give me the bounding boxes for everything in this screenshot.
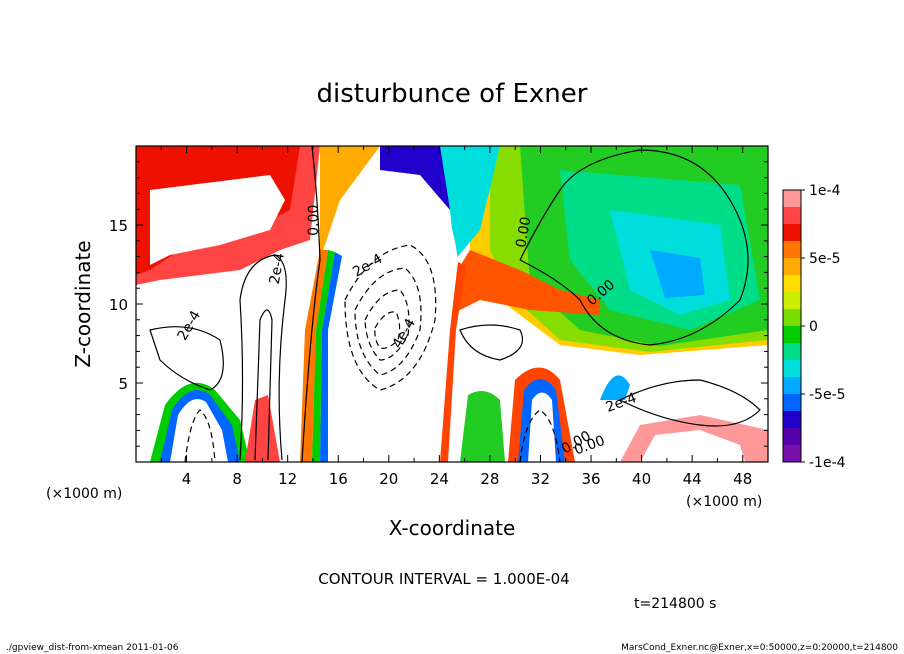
x-tick-label: 48 bbox=[733, 470, 752, 488]
colorbar-label: 1e-4 bbox=[809, 183, 841, 199]
y-tick-label: 5 bbox=[118, 375, 128, 393]
x-tick-label: 16 bbox=[329, 470, 348, 488]
vertical-bands bbox=[300, 250, 466, 462]
x-tick-label: 24 bbox=[430, 470, 449, 488]
colorbar-swatch bbox=[783, 428, 801, 446]
contour-lines bbox=[149, 146, 761, 462]
colorbar-swatch bbox=[783, 360, 801, 378]
colorbar-swatch bbox=[783, 292, 801, 310]
x-tick-label: 36 bbox=[581, 470, 600, 488]
colorbar-swatch bbox=[783, 275, 801, 293]
colorbar-swatch bbox=[783, 224, 801, 242]
contour-interval-text: CONTOUR INTERVAL = 1.000E-04 bbox=[318, 570, 569, 588]
y-axis-label: Z-coordinate bbox=[71, 240, 95, 367]
colorbar-swatch bbox=[783, 258, 801, 276]
colorbar-swatch bbox=[783, 394, 801, 412]
x-tick-label: 28 bbox=[480, 470, 499, 488]
plot-area bbox=[136, 146, 768, 462]
colorbar-swatch bbox=[783, 445, 801, 463]
x-tick-label: 12 bbox=[278, 470, 297, 488]
colorbar-label: 0 bbox=[809, 319, 818, 335]
y-tick-label: 15 bbox=[109, 217, 128, 235]
x-tick-label: 40 bbox=[632, 470, 651, 488]
colorbar-label: -1e-4 bbox=[809, 455, 846, 471]
colorbar-swatch bbox=[783, 343, 801, 361]
colorbar-label: 5e-5 bbox=[809, 251, 840, 267]
x-axis-label: X-coordinate bbox=[389, 516, 516, 540]
colorbar-swatch bbox=[783, 309, 801, 327]
colorbar-swatch bbox=[783, 411, 801, 429]
y-tick-label: 10 bbox=[109, 296, 128, 314]
colorbar-swatch bbox=[783, 377, 801, 395]
central-dome bbox=[330, 178, 458, 462]
y-unit-label: (×1000 m) bbox=[46, 486, 122, 502]
colorbar-label: -5e-5 bbox=[809, 387, 846, 403]
chart-title: disturbunce of Exner bbox=[317, 79, 588, 109]
dashed-contours bbox=[184, 244, 561, 462]
colorbar-swatch bbox=[783, 326, 801, 344]
contour-label: 0.00 bbox=[306, 205, 322, 236]
colorbar-swatch bbox=[783, 190, 801, 208]
positive-region-left bbox=[136, 146, 500, 285]
lower-right-cells bbox=[460, 367, 768, 462]
footer-right: MarsCond_Exner.nc@Exner,x=0:50000,z=0:20… bbox=[621, 643, 898, 653]
colorbar-swatch bbox=[783, 207, 801, 225]
lower-left-cells bbox=[150, 382, 280, 462]
contour-label: 0.00 bbox=[513, 215, 534, 248]
x-tick-label: 4 bbox=[182, 470, 192, 488]
footer-left: ./gpview_dist-from-xmean 2011-01-06 bbox=[6, 643, 179, 653]
contour-label: 2e-4 bbox=[267, 252, 288, 286]
time-text: t=214800 s bbox=[634, 596, 716, 612]
negative-region-right bbox=[440, 146, 768, 355]
x-tick-label: 32 bbox=[531, 470, 550, 488]
x-tick-label: 44 bbox=[683, 470, 702, 488]
x-tick-label: 20 bbox=[379, 470, 398, 488]
x-tick-label: 8 bbox=[232, 470, 242, 488]
colorbar-swatch bbox=[783, 241, 801, 259]
x-unit-label: (×1000 m) bbox=[686, 494, 762, 510]
